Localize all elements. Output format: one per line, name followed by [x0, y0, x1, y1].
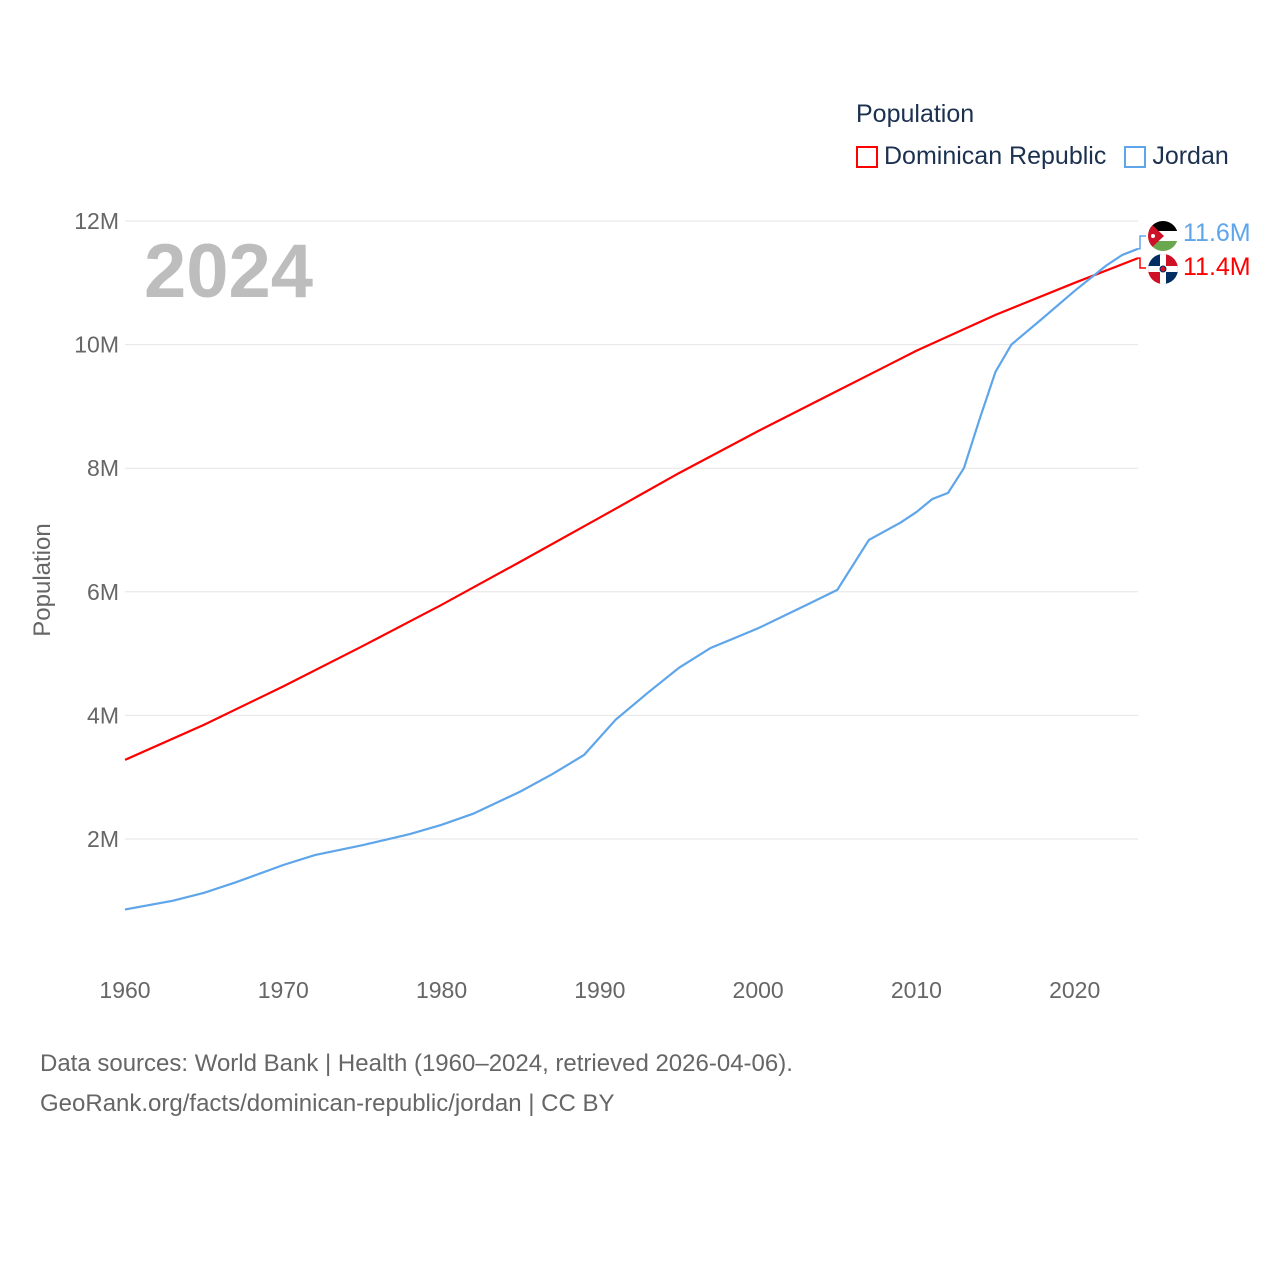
dominican-republic-flag-icon [1148, 254, 1178, 284]
legend: Dominican Republic Jordan [856, 142, 1229, 171]
legend-item-jordan[interactable]: Jordan [1124, 142, 1229, 171]
legend-label: Jordan [1152, 142, 1229, 170]
source-line-1: Data sources: World Bank | Health (1960–… [40, 1050, 793, 1077]
y-tick-label: 2M [87, 826, 119, 852]
x-tick-label: 1970 [258, 977, 309, 1003]
y-tick-label: 6M [87, 579, 119, 605]
legend-label: Dominican Republic [884, 142, 1107, 170]
connector [1138, 257, 1146, 269]
y-tick-label: 8M [87, 455, 119, 481]
x-tick-label: 1990 [574, 977, 625, 1003]
y-tick-label: 4M [87, 702, 119, 728]
y-tick-label: 12M [74, 208, 119, 234]
legend-swatch-dominican-republic [856, 145, 878, 168]
y-tick-label: 10M [74, 332, 119, 358]
x-tick-label: 1980 [416, 977, 467, 1003]
legend-item-dominican-republic[interactable]: Dominican Republic [856, 142, 1106, 171]
jordan-flag-icon [1148, 221, 1178, 251]
x-tick-label: 2010 [891, 977, 942, 1003]
x-tick-label: 2020 [1049, 977, 1100, 1003]
x-tick-label: 1960 [99, 977, 150, 1003]
end-label-dominican-republic: 11.4M [1183, 253, 1251, 281]
x-tick-label: 2000 [733, 977, 784, 1003]
series-line-dominican-republic [124, 257, 1139, 761]
source-line-2[interactable]: GeoRank.org/facts/dominican-republic/jor… [40, 1090, 615, 1117]
current-year-label: 2024 [144, 229, 314, 314]
source-text: Data sources: World Bank | Health (1960–… [40, 1044, 793, 1124]
end-label-jordan: 11.6M [1183, 219, 1251, 247]
y-axis-label: Population [29, 523, 56, 636]
legend-title: Population [856, 100, 975, 128]
connector [1138, 235, 1146, 250]
legend-swatch-jordan [1124, 145, 1147, 168]
series-line-jordan [124, 247, 1139, 911]
